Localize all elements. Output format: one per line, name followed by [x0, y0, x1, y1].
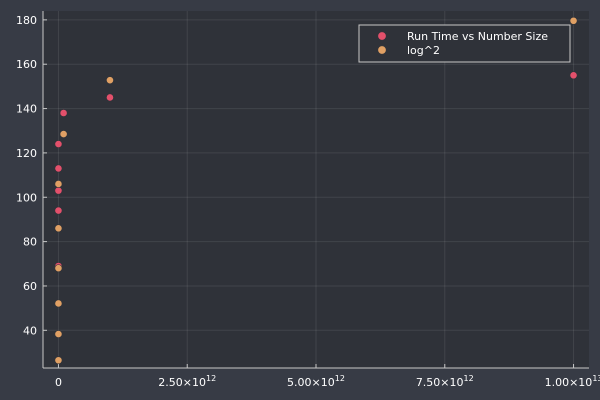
- data-points: [54, 16, 578, 365]
- series-2-point: [54, 224, 63, 233]
- series-1-point: [54, 206, 63, 215]
- y-tick-label: 140: [16, 103, 37, 116]
- y-tick-label: 60: [23, 280, 37, 293]
- series-1-point: [106, 93, 114, 102]
- x-tick-label: 7.50×1012: [416, 374, 474, 389]
- legend-marker: [377, 31, 387, 41]
- tick-labels: 0 2.50×1012 5.00×1012 7.50×1012 1.00×1013 40 6…: [16, 14, 600, 389]
- series-2-point: [106, 76, 114, 85]
- series-1-point: [59, 109, 68, 117]
- series-1-point: [54, 140, 63, 148]
- legend-marker: [377, 45, 387, 55]
- axes: [42, 11, 589, 369]
- y-tick-label: 80: [23, 236, 37, 249]
- y-tick-label: 100: [16, 191, 37, 204]
- legend-label: Run Time vs Number Size: [407, 30, 548, 43]
- y-tick-label: 160: [16, 58, 37, 71]
- legend-label: log^2: [407, 44, 440, 57]
- series-2-point: [54, 299, 63, 308]
- plot-area: [43, 11, 589, 368]
- y-tick-label: 40: [23, 324, 37, 337]
- series-2-point: [54, 264, 63, 273]
- series-1-point: [54, 186, 63, 195]
- series-1-point: [569, 71, 578, 80]
- y-tick-label: 180: [16, 14, 37, 27]
- grid-lines: [43, 11, 589, 368]
- series-2-point: [59, 130, 68, 138]
- series-2-point: [54, 330, 63, 338]
- series-2-point: [54, 356, 63, 365]
- series-2-point: [54, 180, 63, 188]
- x-tick-label: 2.50×1012: [158, 374, 216, 389]
- legend-box: [358, 24, 571, 63]
- series-2-point: [569, 16, 578, 25]
- x-tick-label: 1.00×1013: [545, 374, 600, 389]
- y-tick-label: 120: [16, 147, 37, 160]
- x-tick-label: 5.00×1012: [287, 374, 345, 389]
- x-tick-label: 0: [55, 376, 62, 389]
- series-1-point: [54, 164, 63, 173]
